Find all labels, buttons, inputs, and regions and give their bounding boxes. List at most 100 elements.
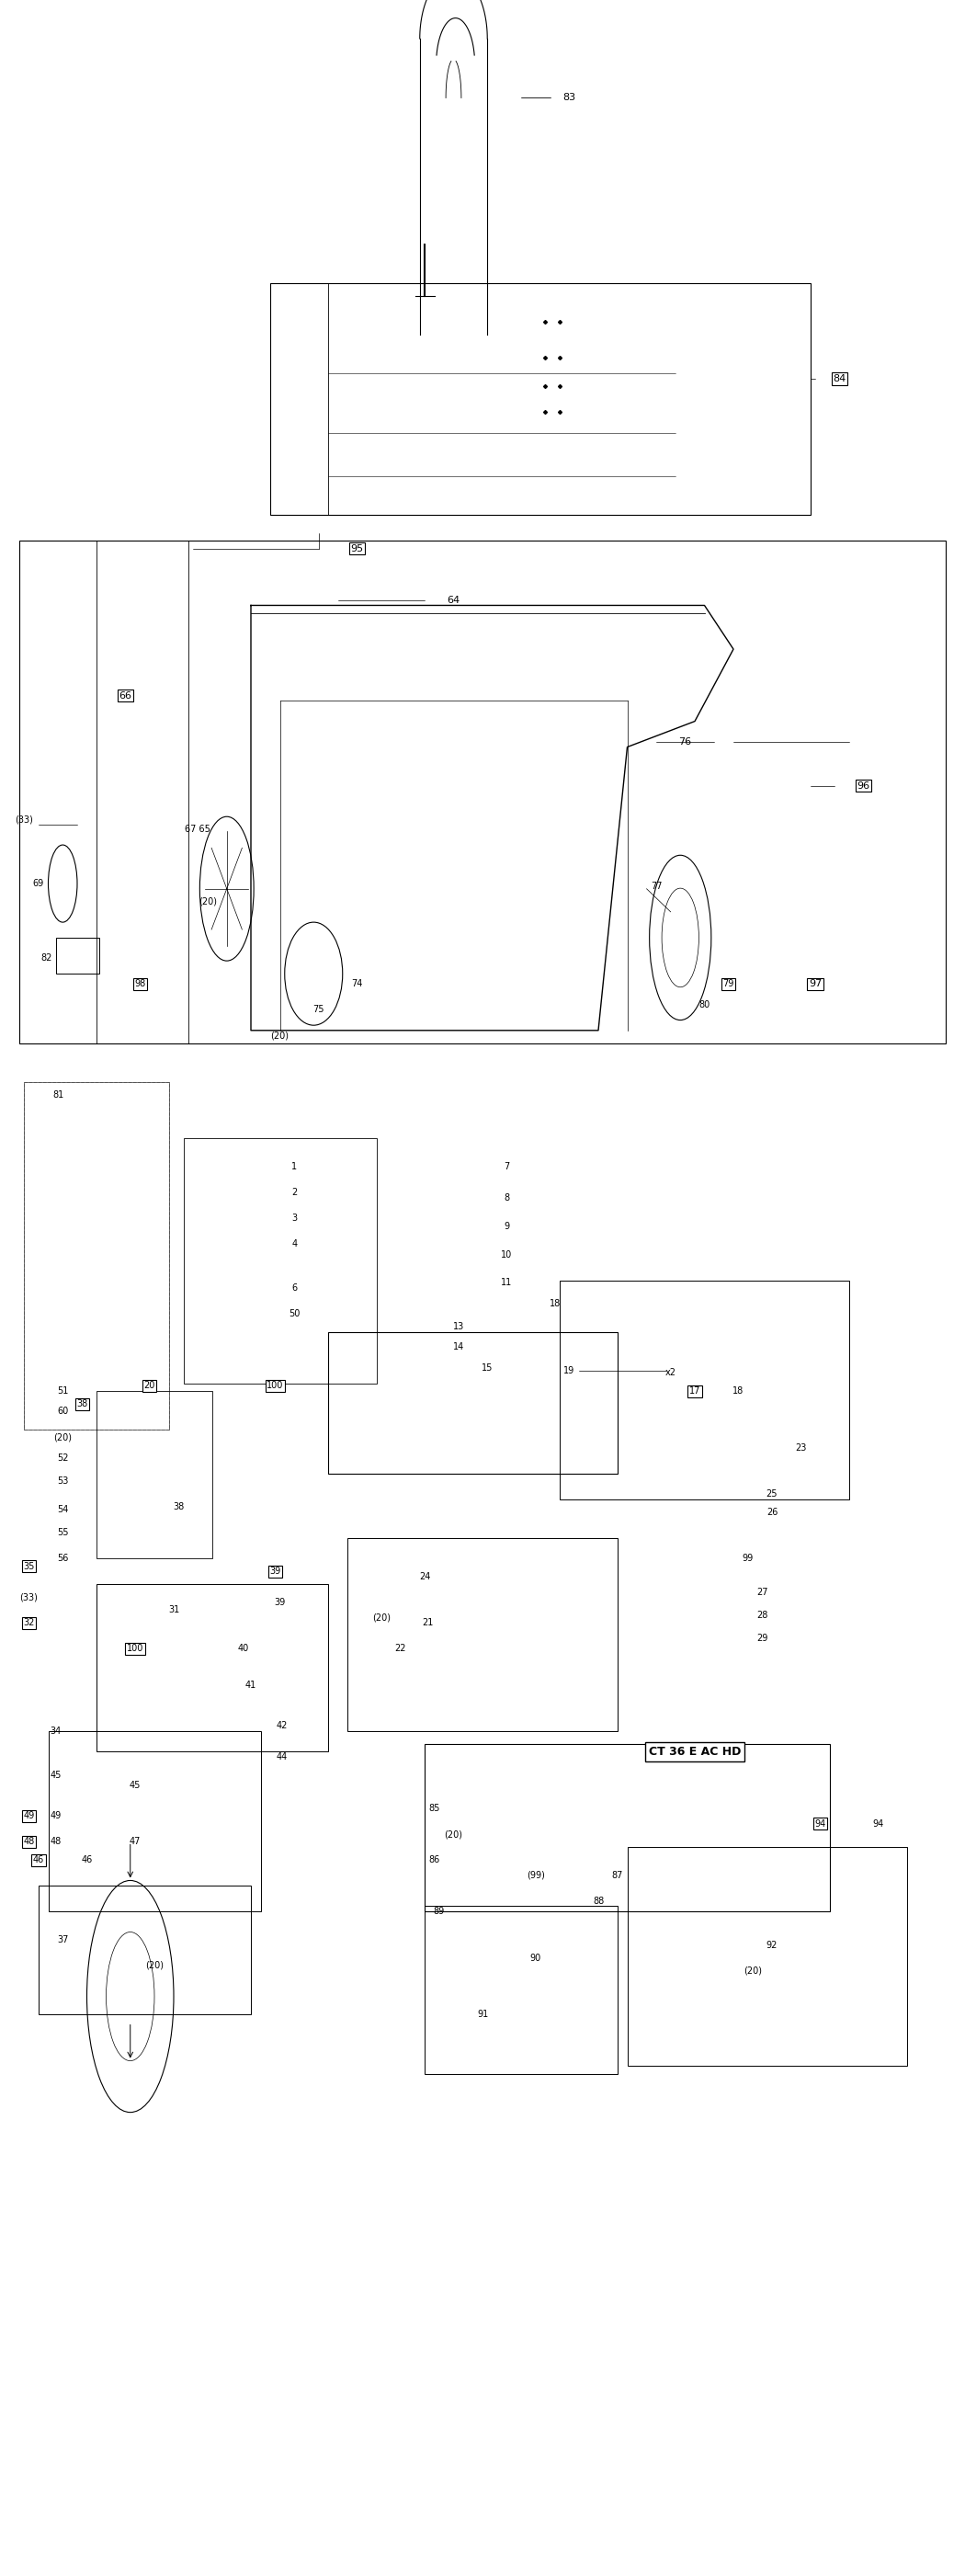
Text: 46: 46 [33, 1855, 44, 1865]
Text: 38: 38 [76, 1399, 88, 1409]
Text: 40: 40 [237, 1643, 249, 1654]
Text: 88: 88 [593, 1896, 604, 1906]
Text: 77: 77 [650, 881, 662, 891]
Text: 14: 14 [453, 1342, 464, 1352]
Bar [96, 1391, 212, 1558]
Text: 80: 80 [699, 999, 710, 1010]
Text: 48: 48 [50, 1837, 62, 1847]
Text: 22: 22 [395, 1643, 406, 1654]
Text: 45: 45 [129, 1780, 141, 1790]
Text: 49: 49 [50, 1811, 62, 1821]
Text: 35: 35 [23, 1561, 35, 1571]
Bar [56, 938, 99, 974]
Text: 53: 53 [57, 1476, 69, 1486]
Text: 9: 9 [504, 1221, 510, 1231]
Text: 48: 48 [23, 1837, 35, 1847]
Text: 20: 20 [144, 1381, 155, 1391]
Text: 94: 94 [872, 1819, 884, 1829]
Text: 84: 84 [833, 374, 846, 384]
Text: 17: 17 [689, 1386, 701, 1396]
Text: (33): (33) [20, 1592, 38, 1602]
Text: 52: 52 [57, 1453, 69, 1463]
Text: 85: 85 [428, 1803, 440, 1814]
Text: x2: x2 [665, 1368, 676, 1378]
Text: 32: 32 [23, 1618, 35, 1628]
Text: 69: 69 [33, 878, 44, 889]
Text: 74: 74 [351, 979, 363, 989]
Text: 31: 31 [168, 1605, 179, 1615]
Text: 47: 47 [129, 1837, 141, 1847]
Text: 20: 20 [144, 1381, 155, 1391]
Text: 46: 46 [81, 1855, 93, 1865]
Bar [39, 1886, 251, 2014]
Text: 64: 64 [447, 595, 460, 605]
Text: 95: 95 [350, 544, 364, 554]
Text: 60: 60 [57, 1406, 69, 1417]
Text: 98: 98 [134, 979, 146, 989]
Text: 29: 29 [757, 1633, 768, 1643]
Text: 42: 42 [276, 1721, 288, 1731]
Text: 27: 27 [757, 1587, 768, 1597]
Text: 3: 3 [291, 1213, 297, 1224]
Text: 100: 100 [266, 1381, 284, 1391]
Text: 87: 87 [612, 1870, 623, 1880]
Text: (20): (20) [198, 896, 217, 907]
Text: (20): (20) [145, 1960, 164, 1971]
Text: 86: 86 [428, 1855, 440, 1865]
Bar [96, 1584, 328, 1752]
Text: (99): (99) [527, 1870, 544, 1880]
Text: 81: 81 [52, 1090, 64, 1100]
Bar [19, 541, 946, 1043]
Text: 55: 55 [57, 1528, 69, 1538]
Text: 91: 91 [477, 2009, 488, 2020]
Text: 66: 66 [119, 690, 132, 701]
Text: 15: 15 [482, 1363, 493, 1373]
Text: 97: 97 [809, 979, 822, 989]
Text: 100: 100 [126, 1643, 144, 1654]
Bar [328, 1332, 618, 1473]
Text: 44: 44 [276, 1752, 288, 1762]
Text: 26: 26 [766, 1507, 778, 1517]
Text: 2: 2 [291, 1188, 297, 1198]
Text: 54: 54 [57, 1504, 69, 1515]
Text: 39: 39 [269, 1566, 281, 1577]
Text: 79: 79 [723, 979, 734, 989]
Text: 37: 37 [57, 1935, 69, 1945]
Text: 83: 83 [563, 93, 576, 103]
Text: 24: 24 [419, 1571, 430, 1582]
Text: 25: 25 [766, 1489, 778, 1499]
Text: 89: 89 [433, 1906, 445, 1917]
Text: 99: 99 [742, 1553, 754, 1564]
Text: 6: 6 [291, 1283, 297, 1293]
Bar [24, 1082, 169, 1430]
Text: 90: 90 [530, 1953, 541, 1963]
Text: 76: 76 [678, 737, 692, 747]
Text: (33): (33) [15, 814, 33, 824]
Text: 10: 10 [501, 1249, 512, 1260]
Text: 41: 41 [245, 1680, 257, 1690]
Text: 18: 18 [732, 1386, 744, 1396]
Text: 82: 82 [41, 953, 52, 963]
Text: 34: 34 [50, 1726, 62, 1736]
Text: 67 65: 67 65 [185, 824, 210, 835]
Bar [627, 1847, 907, 2066]
Text: (20): (20) [743, 1965, 762, 1976]
Text: 1: 1 [291, 1162, 297, 1172]
Text: 49: 49 [23, 1811, 35, 1821]
Bar [347, 1538, 618, 1731]
Text: 50: 50 [289, 1309, 300, 1319]
Text: (20): (20) [53, 1432, 72, 1443]
Bar [425, 1906, 618, 2074]
Text: CT 36 E AC HD: CT 36 E AC HD [648, 1747, 741, 1757]
Text: 23: 23 [795, 1443, 807, 1453]
Text: 39: 39 [274, 1597, 286, 1607]
Text: 38: 38 [173, 1502, 184, 1512]
Text: 45: 45 [50, 1770, 62, 1780]
Text: 96: 96 [857, 781, 870, 791]
Bar [24, 1082, 169, 1430]
Text: 13: 13 [453, 1321, 464, 1332]
Text: 75: 75 [313, 1005, 324, 1015]
Bar [425, 1744, 830, 1911]
Text: 28: 28 [757, 1610, 768, 1620]
Text: 21: 21 [422, 1618, 433, 1628]
